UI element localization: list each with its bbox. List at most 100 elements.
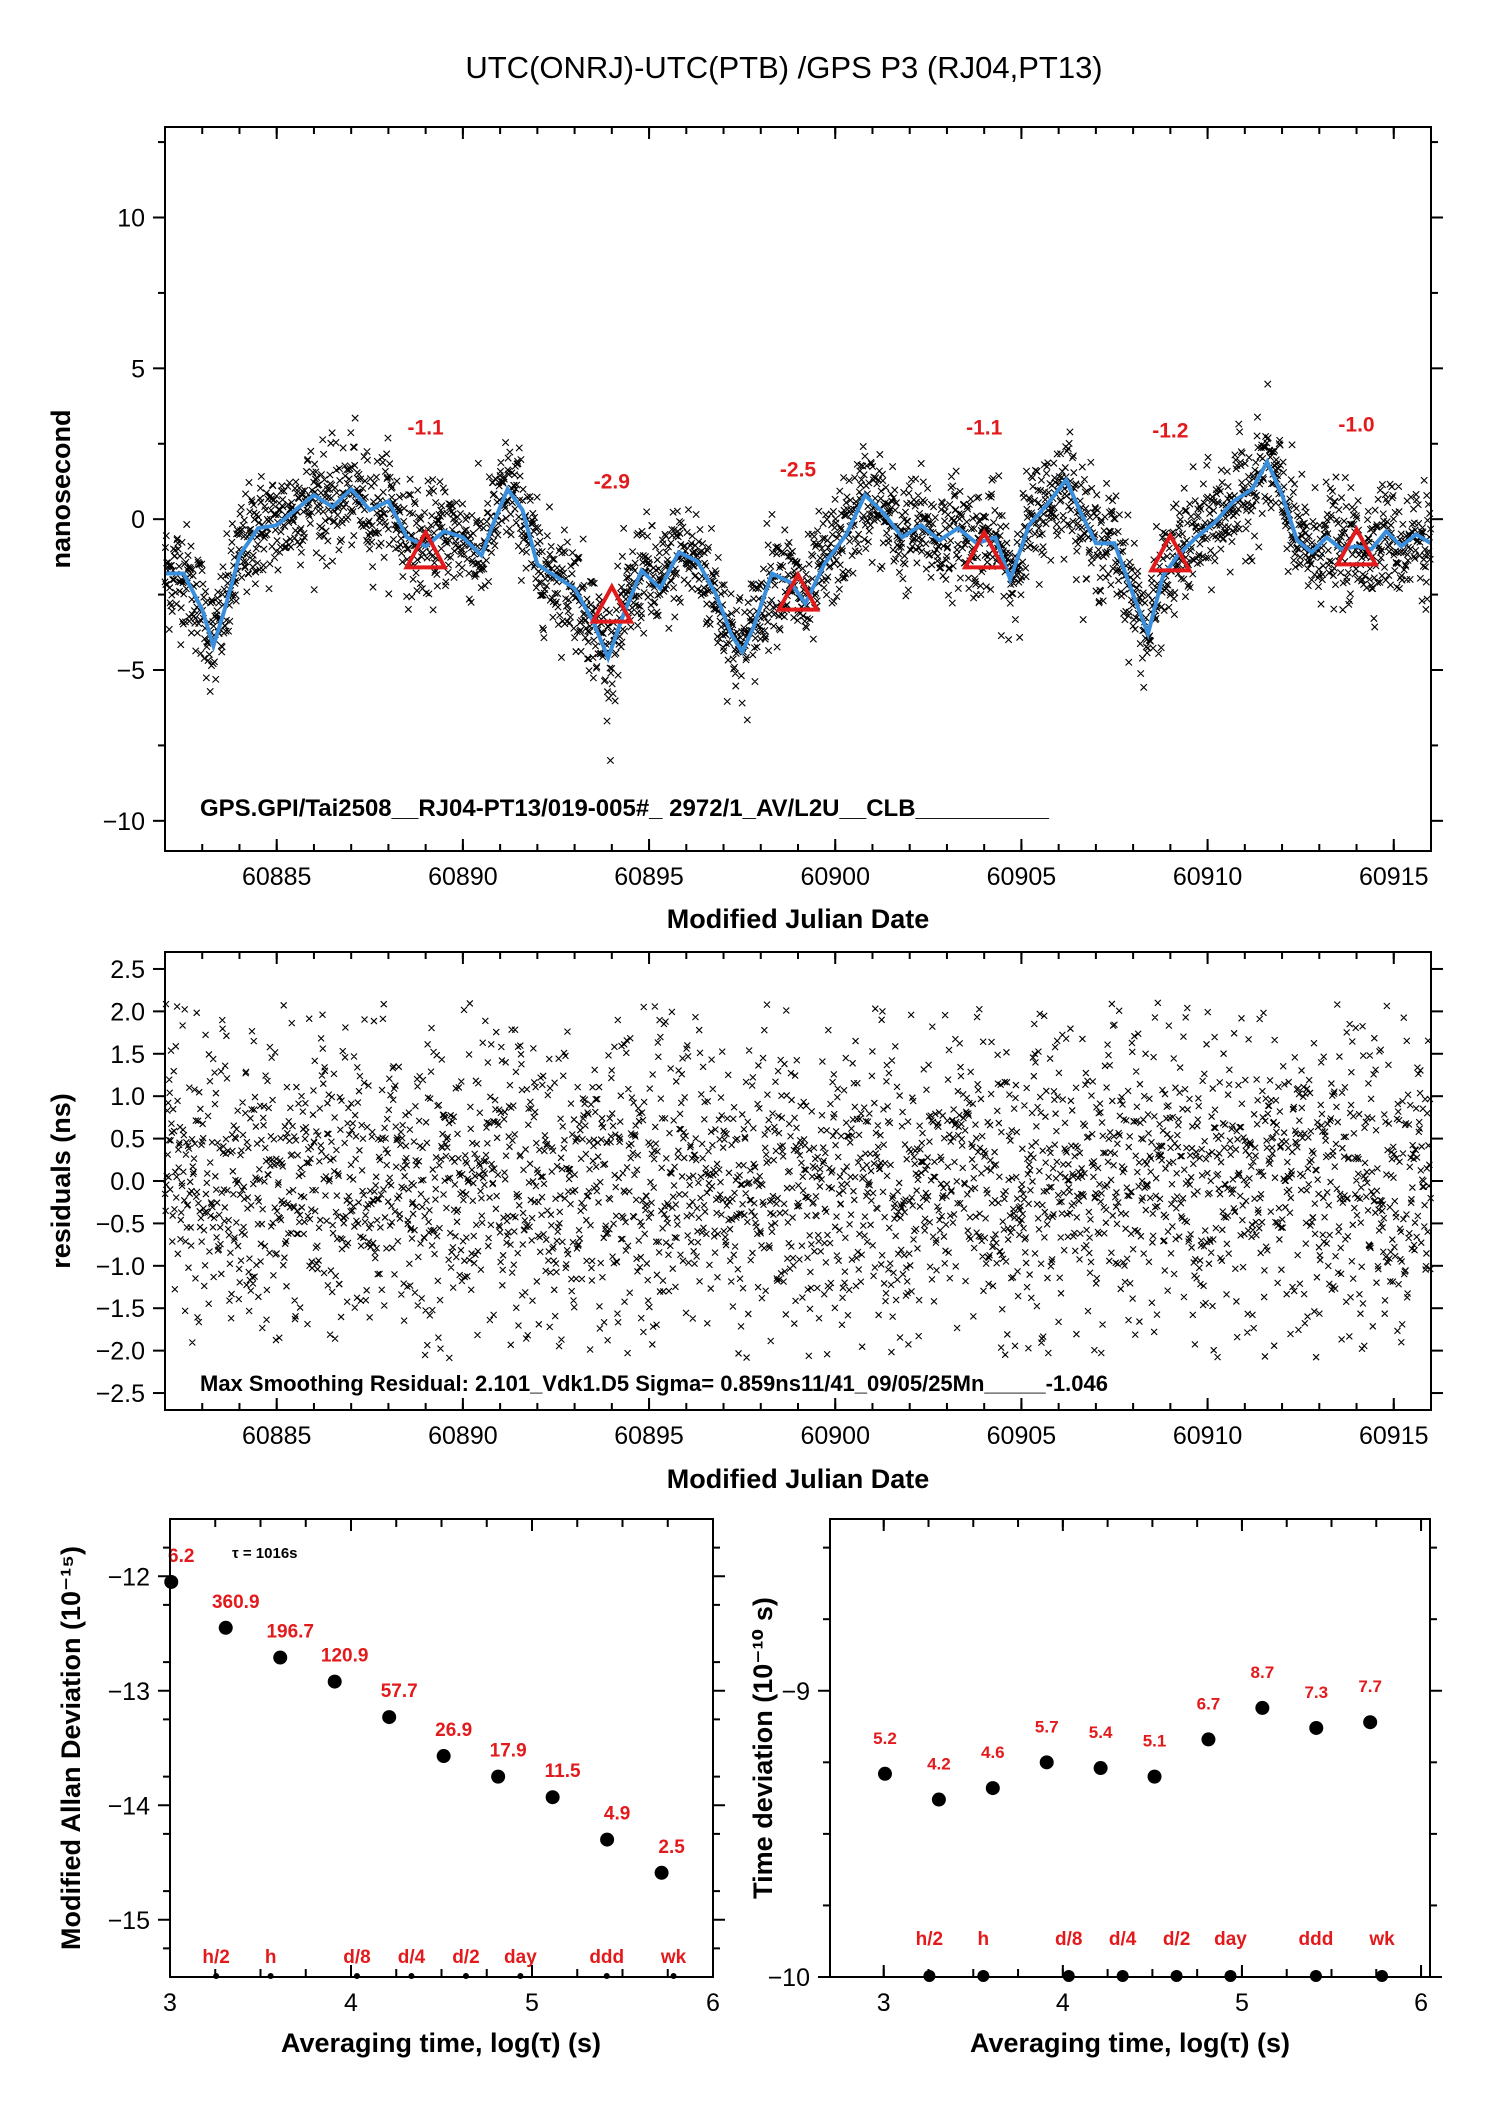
residuals-x-axis-label: Modified Julian Date <box>667 1464 930 1494</box>
deviation-label: 4.9 <box>604 1804 630 1825</box>
deviation-label: 196.7 <box>266 1622 314 1643</box>
period-label: d/4 <box>1109 1929 1137 1950</box>
x-tick-label: 60885 <box>242 1422 312 1450</box>
x-tick-label: 4 <box>1056 1989 1070 2017</box>
deviation-point <box>545 1790 560 1805</box>
period-label: h/2 <box>916 1929 943 1950</box>
marker-triangle <box>1334 525 1379 567</box>
top-x-axis-label: Modified Julian Date <box>667 904 930 934</box>
x-tick-label: 60890 <box>428 1422 498 1450</box>
x-tick-label: 60900 <box>800 863 870 891</box>
y-tick-label: 10 <box>117 205 145 233</box>
deviation-label: 5.2 <box>873 1729 897 1748</box>
period-label: day <box>1214 1929 1247 1950</box>
deviation-point <box>1093 1761 1108 1776</box>
tdev-panel-data: 5.2 4.2 4.6 5.7 5.4 5.1 6.7 8.7 7.3 7.7 h/2 h d/8 d/4… <box>873 1663 1395 1982</box>
deviation-label: 360.9 <box>212 1592 260 1613</box>
deviation-point <box>1201 1732 1216 1747</box>
marker-label: -1.1 <box>408 416 445 439</box>
tdev-panel-frame <box>829 1518 1431 1978</box>
y-tick-label: −2.0 <box>96 1338 145 1366</box>
deviation-label: 2.5 <box>658 1837 685 1858</box>
mdev-y-axis-label: Modified Allan Deviation (10⁻¹⁵) <box>56 1546 86 1950</box>
y-tick-label: −10 <box>768 1964 810 1992</box>
x-tick-label: 60885 <box>242 863 312 891</box>
y-tick-label: −5 <box>116 657 145 685</box>
marker-triangle <box>589 582 635 624</box>
tdev-panel: 5.2 4.2 4.6 5.7 5.4 5.1 6.7 8.7 7.3 7.7 h/2 h d/8 d/4… <box>748 1518 1442 2058</box>
mdev-panel-frame <box>169 1518 714 1978</box>
x-tick-label: 3 <box>163 1989 177 2017</box>
marker-label: -2.5 <box>780 459 817 482</box>
x-tick-label: 5 <box>525 1989 539 2017</box>
top-panel-data: -1.1 -2.9 -2.5 -1.1 -1.2 -1.0 <box>161 380 1435 765</box>
deviation-point <box>164 1574 179 1589</box>
residuals-panel-annotation: Max Smoothing Residual: 2.101_Vdk1.D5 Si… <box>200 1371 1108 1396</box>
deviation-label: 4.6 <box>981 1743 1005 1762</box>
y-tick-label: 2.0 <box>110 998 145 1026</box>
deviation-label: 6.7 <box>1197 1694 1221 1713</box>
marker-triangle <box>403 528 449 570</box>
period-label: d/8 <box>343 1947 370 1968</box>
smoothed-curve <box>165 457 1433 664</box>
deviation-label: 26.9 <box>435 1720 472 1741</box>
deviation-label: 7.7 <box>1358 1677 1382 1696</box>
x-tick-label: 60890 <box>428 863 498 891</box>
marker-triangle <box>775 570 821 612</box>
residuals-panel: 60885 60890 60895 60900 60905 60910 60915 −2.5 −… <box>46 951 1443 1494</box>
x-tick-label: 60895 <box>614 863 684 891</box>
y-tick-label: −0.5 <box>96 1210 145 1238</box>
x-tick-label: 5 <box>1235 1989 1249 2017</box>
period-label: day <box>504 1947 537 1968</box>
period-label: d/4 <box>398 1947 426 1968</box>
y-tick-label: 0 <box>131 506 145 534</box>
deviation-label: 17.9 <box>490 1741 527 1762</box>
marker-label: -1.0 <box>1338 413 1374 436</box>
deviation-label: 57.7 <box>381 1681 418 1702</box>
deviation-label: 7.3 <box>1304 1683 1328 1702</box>
deviation-point <box>654 1865 669 1880</box>
y-tick-label: −15 <box>108 1907 150 1935</box>
deviation-point <box>327 1674 342 1689</box>
deviation-point <box>382 1710 397 1725</box>
deviation-point <box>1309 1720 1324 1735</box>
deviation-label: 11.5 <box>545 1761 581 1782</box>
x-tick-label: 60915 <box>1359 863 1429 891</box>
y-tick-label: −2.5 <box>96 1380 145 1408</box>
deviation-point <box>1039 1755 1054 1770</box>
period-label: ddd <box>1298 1929 1333 1950</box>
y-tick-label: −1.0 <box>96 1253 145 1281</box>
deviation-point <box>218 1620 233 1635</box>
period-label: d/8 <box>1055 1929 1082 1950</box>
deviation-point <box>1147 1769 1162 1784</box>
residuals-panel-data <box>161 999 1435 1362</box>
mdev-panel-data: 6.2 360.9 196.7 120.9 57.7 26.9 17.9 11.5 4.9 2.5… <box>164 1546 687 1979</box>
deviation-point <box>931 1792 946 1807</box>
marker-triangle <box>961 528 1007 570</box>
mdev-x-axis-label: Averaging time, log(τ) (s) <box>281 2028 601 2058</box>
y-tick-label: 0.5 <box>110 1126 145 1154</box>
deviation-point <box>600 1832 615 1847</box>
y-tick-label: 1.5 <box>110 1041 145 1069</box>
y-tick-label: −10 <box>103 808 145 836</box>
deviation-label: 5.4 <box>1089 1723 1113 1742</box>
tau-note: τ = 1016s <box>232 1545 298 1562</box>
period-label: d/2 <box>452 1947 479 1968</box>
x-tick-label: 6 <box>1414 1989 1428 2017</box>
x-tick-label: 60900 <box>800 1422 870 1450</box>
deviation-point <box>491 1769 506 1784</box>
top-panel-annotation: GPS.GPI/Tai2508__RJ04-PT13/019-005#_ 297… <box>200 795 1050 822</box>
tdev-panel-ticks: 3 4 5 6 −10 −9 <box>768 1519 1442 2017</box>
marker-label: -1.2 <box>1152 419 1188 442</box>
x-tick-label: 60905 <box>987 1422 1057 1450</box>
deviation-point <box>985 1781 1000 1796</box>
y-tick-label: 2.5 <box>110 956 145 984</box>
y-tick-label: 0.0 <box>110 1168 145 1196</box>
deviation-point <box>1255 1700 1270 1715</box>
period-label: h <box>265 1947 277 1968</box>
top-panel-ticks: 60885 60890 60895 60900 60905 60910 60915 −10 −5… <box>103 127 1443 891</box>
deviation-point <box>1363 1715 1378 1730</box>
period-label: d/2 <box>1163 1929 1190 1950</box>
deviation-point <box>877 1766 892 1781</box>
